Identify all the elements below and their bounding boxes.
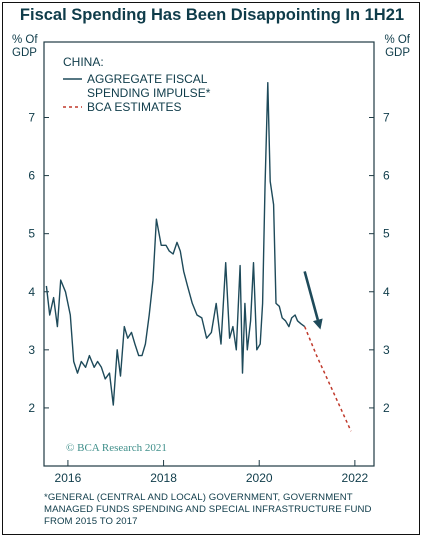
y-unit-label-right: GDP	[385, 47, 410, 59]
y-tick-label-left: 2	[28, 401, 35, 415]
y-unit-label-left: GDP	[12, 47, 37, 59]
annotation-arrow-head	[312, 318, 323, 330]
y-tick-label-left: 4	[28, 285, 35, 299]
x-tick-label: 2016	[55, 471, 82, 485]
y-tick-label-right: 2	[383, 401, 390, 415]
series-line-bca-estimates	[304, 326, 352, 432]
y-unit-label-left: % Of	[12, 34, 38, 46]
y-tick-label-right: 6	[383, 169, 390, 183]
legend-label: BCA ESTIMATES	[87, 100, 181, 114]
y-tick-label-left: 5	[28, 227, 35, 241]
chart-title: Fiscal Spending Has Been Disappointing I…	[19, 6, 405, 24]
x-tick-label: 2020	[246, 471, 273, 485]
watermark: © BCA Research 2021	[66, 442, 167, 454]
y-tick-label-left: 7	[28, 111, 35, 125]
legend-header: CHINA:	[63, 55, 104, 69]
x-tick-label: 2018	[150, 471, 177, 485]
legend-label: SPENDING IMPULSE*	[87, 86, 211, 100]
footnote-line: FROM 2015 TO 2017	[44, 516, 138, 527]
y-tick-label-left: 6	[28, 169, 35, 183]
footnote-line: MANAGED FUNDS SPENDING AND SPECIAL INFRA…	[44, 504, 372, 515]
annotation-arrow	[303, 271, 320, 321]
y-tick-label-right: 7	[383, 111, 390, 125]
plot-area	[43, 41, 375, 467]
series-line-fiscal-impulse	[45, 82, 306, 406]
x-tick-label: 2022	[342, 471, 369, 485]
chart-frame	[2, 2, 420, 535]
footnote-line: *GENERAL (CENTRAL AND LOCAL) GOVERNMENT,…	[44, 492, 353, 503]
legend-label: AGGREGATE FISCAL	[87, 72, 208, 86]
y-unit-label-right: % Of	[384, 34, 410, 46]
footnote: *GENERAL (CENTRAL AND LOCAL) GOVERNMENT,…	[44, 492, 414, 528]
y-tick-label-right: 5	[383, 227, 390, 241]
y-tick-label-left: 3	[28, 343, 35, 357]
y-tick-label-right: 4	[383, 285, 390, 299]
y-tick-label-right: 3	[383, 343, 390, 357]
